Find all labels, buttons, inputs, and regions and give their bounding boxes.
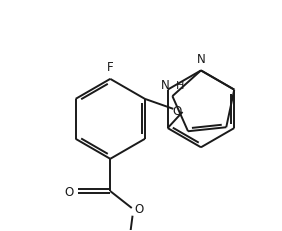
Text: F: F (107, 61, 114, 74)
Text: O: O (135, 202, 144, 215)
Text: O: O (64, 185, 73, 198)
Text: H: H (176, 81, 185, 91)
Text: O: O (173, 104, 182, 117)
Text: N: N (197, 53, 205, 66)
Text: N: N (160, 78, 169, 91)
